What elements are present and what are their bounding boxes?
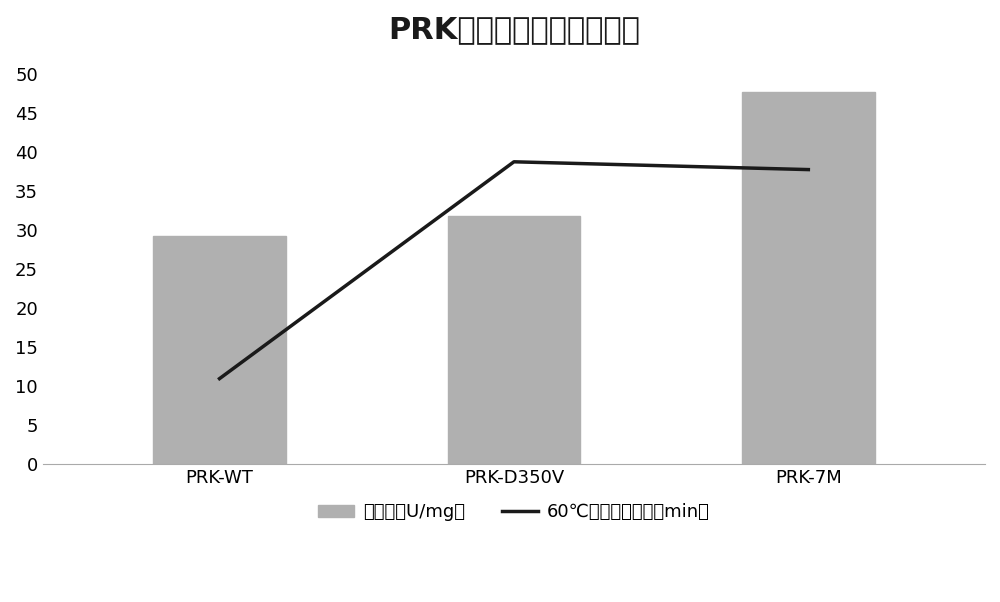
Title: PRK比活性和半衰期的比较: PRK比活性和半衰期的比较 (388, 15, 640, 44)
Legend: 比活性（U/mg）, 60℃孵育的半衰期（min）: 比活性（U/mg）, 60℃孵育的半衰期（min） (311, 496, 717, 529)
Bar (153, 236, 286, 464)
Bar (742, 92, 875, 464)
Bar (448, 216, 580, 464)
